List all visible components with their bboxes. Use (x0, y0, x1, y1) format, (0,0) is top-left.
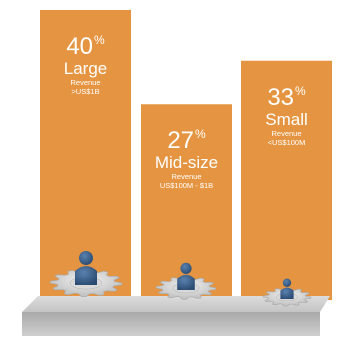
revenue-range-mid-size: US$100M - $1B (159, 181, 214, 191)
bar-label-large: 40% Large Revenue >US$1B (40, 28, 131, 96)
bar-label-mid-size: 27% Mid-size Revenue US$100M - $1B (141, 122, 232, 190)
base-platform-top (22, 296, 330, 312)
category-label-large: Large (63, 59, 108, 78)
person-icon-small (280, 287, 294, 299)
value-label-small: 33% (267, 83, 306, 111)
revenue-caption-large: Revenue (70, 78, 101, 87)
base-platform-front (22, 312, 320, 336)
bar-small (241, 60, 332, 300)
gear-person-icon-large (49, 251, 123, 298)
person-head-icon-large (79, 251, 93, 265)
category-label-mid-size: Mid-size (154, 153, 219, 173)
revenue-caption-mid-size: Revenue (171, 172, 202, 182)
category-label-small: Small (265, 109, 308, 129)
bar-label-small: 33% Small Revenue <US$100M (241, 79, 332, 147)
person-icon-mid-size (177, 274, 195, 290)
person-head-icon-small (282, 278, 292, 287)
value-label-mid-size: 27% (167, 127, 206, 155)
revenue-caption-small: Revenue (271, 128, 302, 138)
gear-person-icon-mid-size (155, 262, 217, 300)
revenue-range-large: >US$1B (71, 87, 100, 96)
gear-person-icon-small (262, 278, 312, 307)
person-head-icon-mid-size (180, 262, 192, 274)
value-label-large: 40% (66, 33, 105, 60)
person-icon-large (75, 266, 97, 285)
revenue-range-small: <US$100M (267, 137, 306, 147)
